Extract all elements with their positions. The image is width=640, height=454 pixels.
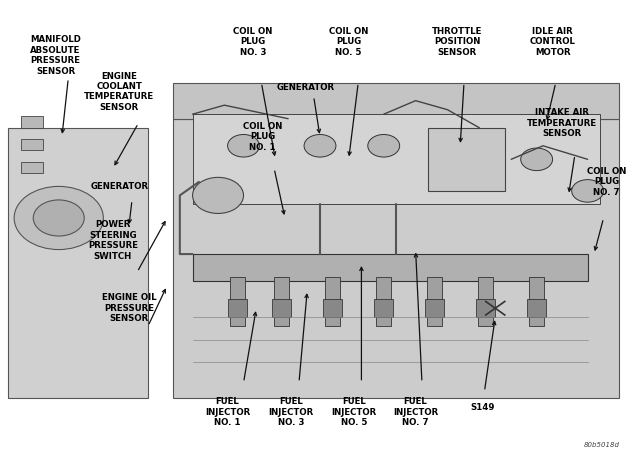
Text: GENERATOR: GENERATOR (277, 83, 335, 92)
Bar (274, 276, 289, 326)
Bar (529, 276, 544, 326)
Text: FUEL
INJECTOR
NO. 3: FUEL INJECTOR NO. 3 (269, 397, 314, 427)
Bar (173, 118, 620, 399)
Bar (323, 299, 342, 317)
Text: 80b5018d: 80b5018d (584, 442, 620, 448)
Bar (8, 128, 148, 399)
Text: COIL ON
PLUG
NO. 7: COIL ON PLUG NO. 7 (587, 167, 627, 197)
Text: COIL ON
PLUG
NO. 1: COIL ON PLUG NO. 1 (243, 122, 282, 152)
Text: FUEL
INJECTOR
NO. 5: FUEL INJECTOR NO. 5 (331, 397, 376, 427)
Text: MANIFOLD
ABSOLUTE
PRESSURE
SENSOR: MANIFOLD ABSOLUTE PRESSURE SENSOR (30, 35, 81, 76)
Circle shape (14, 187, 103, 250)
Bar (376, 276, 392, 326)
Bar (193, 254, 588, 281)
Circle shape (228, 134, 259, 157)
Text: POWER
STEERING
PRESSURE
SWITCH: POWER STEERING PRESSURE SWITCH (88, 221, 138, 261)
Bar (476, 299, 495, 317)
Circle shape (368, 134, 399, 157)
Circle shape (444, 134, 476, 157)
Text: IDLE AIR
CONTROL
MOTOR: IDLE AIR CONTROL MOTOR (530, 27, 575, 57)
Bar (428, 128, 505, 191)
Bar (272, 299, 291, 317)
Circle shape (304, 134, 336, 157)
Text: FUEL
INJECTOR
NO. 1: FUEL INJECTOR NO. 1 (205, 397, 250, 427)
Text: COIL ON
PLUG
NO. 5: COIL ON PLUG NO. 5 (329, 27, 369, 57)
Bar (478, 276, 493, 326)
Circle shape (33, 200, 84, 236)
Text: COIL ON
PLUG
NO. 3: COIL ON PLUG NO. 3 (234, 27, 273, 57)
Text: ENGINE OIL
PRESSURE
SENSOR: ENGINE OIL PRESSURE SENSOR (102, 293, 156, 323)
Bar (193, 114, 600, 204)
Bar (427, 276, 442, 326)
Text: FUEL
INJECTOR
NO. 7: FUEL INJECTOR NO. 7 (393, 397, 438, 427)
Bar (325, 276, 340, 326)
Bar (425, 299, 444, 317)
Text: S149: S149 (470, 403, 495, 412)
Bar (20, 139, 43, 150)
Bar (230, 276, 245, 326)
Bar (20, 162, 43, 173)
Circle shape (193, 178, 244, 213)
Text: GENERATOR: GENERATOR (90, 182, 148, 191)
Bar (527, 299, 546, 317)
Bar (20, 116, 43, 128)
Text: INTAKE AIR
TEMPERATURE
SENSOR: INTAKE AIR TEMPERATURE SENSOR (527, 109, 597, 138)
Circle shape (572, 180, 604, 202)
Bar (374, 299, 394, 317)
Polygon shape (173, 83, 620, 118)
Text: ENGINE
COOLANT
TEMPERATURE
SENSOR: ENGINE COOLANT TEMPERATURE SENSOR (84, 72, 154, 112)
Text: THROTTLE
POSITION
SENSOR: THROTTLE POSITION SENSOR (432, 27, 482, 57)
Bar (228, 299, 246, 317)
Circle shape (521, 148, 552, 171)
